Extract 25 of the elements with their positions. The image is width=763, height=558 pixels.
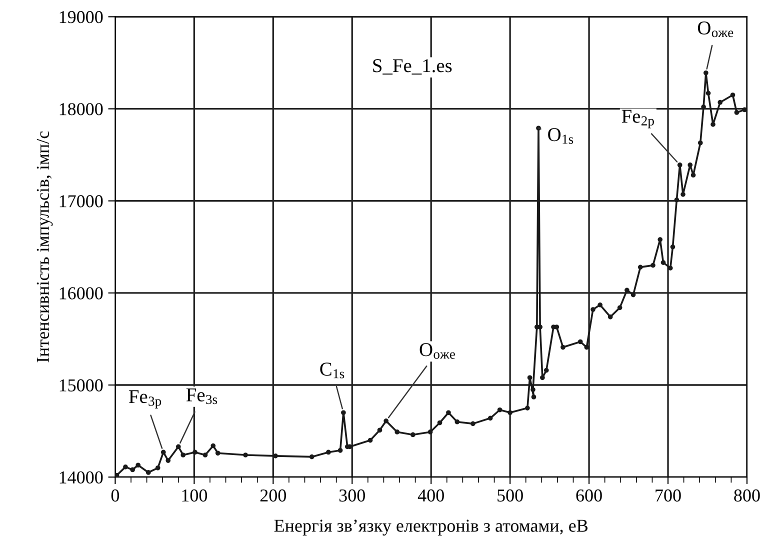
x-tick-label: 500 [498, 489, 523, 502]
x-tick-label: 200 [260, 489, 286, 502]
annotation: O$_{оже}$ [698, 21, 734, 38]
annotation: Fe$_{2p}$ [622, 110, 654, 128]
x-axis-title: Енергія зв’язку електронів з атомами, еВ [274, 520, 588, 536]
annotation: O$_{1s}$ [548, 128, 574, 144]
x-tick-label: 800 [734, 489, 760, 502]
y-tick-label: 16000 [60, 287, 103, 300]
y-axis-title: Інтенсивність імпульсів, імп/с [36, 131, 53, 362]
x-tick-label: 0 [111, 489, 120, 502]
x-tick-label: 400 [418, 489, 444, 502]
y-tick-label: 17000 [60, 195, 103, 208]
x-tick-label: 100 [182, 489, 208, 502]
annotation: C$_{1s}$ [320, 362, 344, 378]
annotation: Fe$_{3p}$ [128, 390, 162, 409]
x-tick-label: 600 [576, 489, 602, 502]
annotation: O$_{оже}$ [420, 343, 455, 359]
x-tick-label: 700 [656, 489, 681, 502]
y-tick-label: 15000 [60, 379, 103, 392]
x-tick-label: 300 [339, 489, 365, 502]
y-tick-label: 19000 [60, 10, 103, 24]
y-tick-label: 18000 [60, 103, 103, 116]
annotation: Fe$_{3s}$ [186, 388, 218, 404]
y-tick-label: 14000 [60, 471, 103, 484]
annotation: S_Fe_1.es [373, 59, 452, 75]
